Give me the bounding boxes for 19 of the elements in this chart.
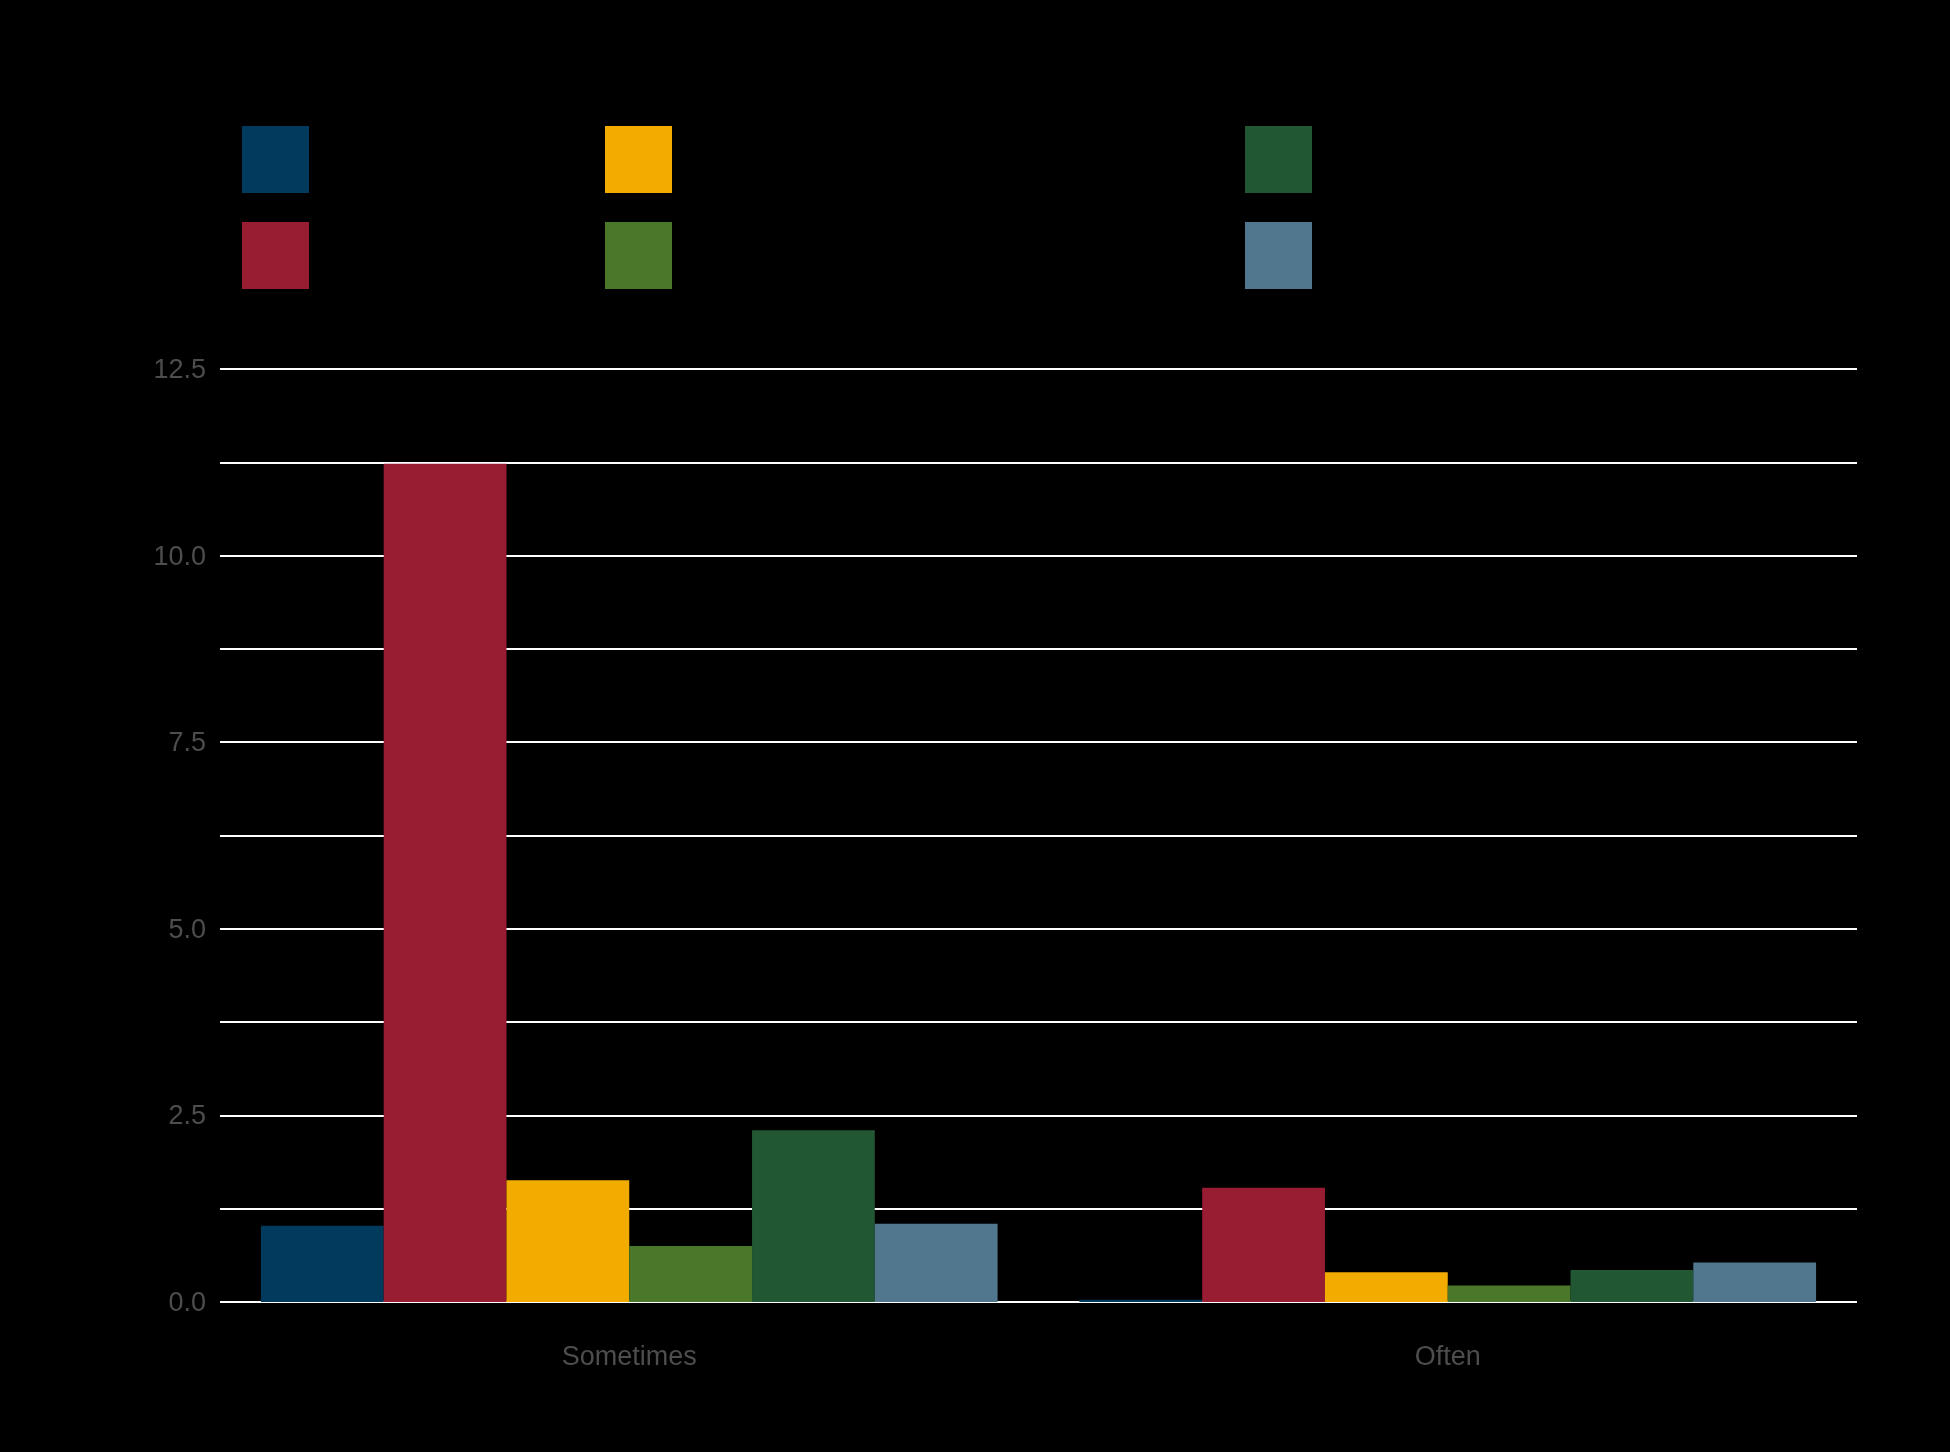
bar (260, 1225, 384, 1302)
bar (1202, 1187, 1325, 1302)
bar (1324, 1272, 1448, 1302)
y-tick-label: 2.5 (168, 1100, 206, 1131)
bar (383, 463, 507, 1302)
bar (1693, 1262, 1817, 1302)
bar (874, 1223, 998, 1302)
y-tick-label: 5.0 (168, 913, 206, 944)
y-tick-label: 10.0 (153, 540, 206, 571)
y-tick-label: 12.5 (153, 354, 206, 384)
bar (1447, 1285, 1571, 1302)
bar (629, 1246, 753, 1302)
bar (506, 1180, 630, 1302)
y-tick-label: 0.0 (168, 1287, 206, 1317)
y-tick-label: 7.5 (168, 727, 206, 758)
x-tick-label: Often (1414, 1340, 1481, 1371)
x-tick-label: Sometimes (561, 1340, 697, 1371)
bar (752, 1130, 875, 1302)
bar (1570, 1269, 1694, 1302)
